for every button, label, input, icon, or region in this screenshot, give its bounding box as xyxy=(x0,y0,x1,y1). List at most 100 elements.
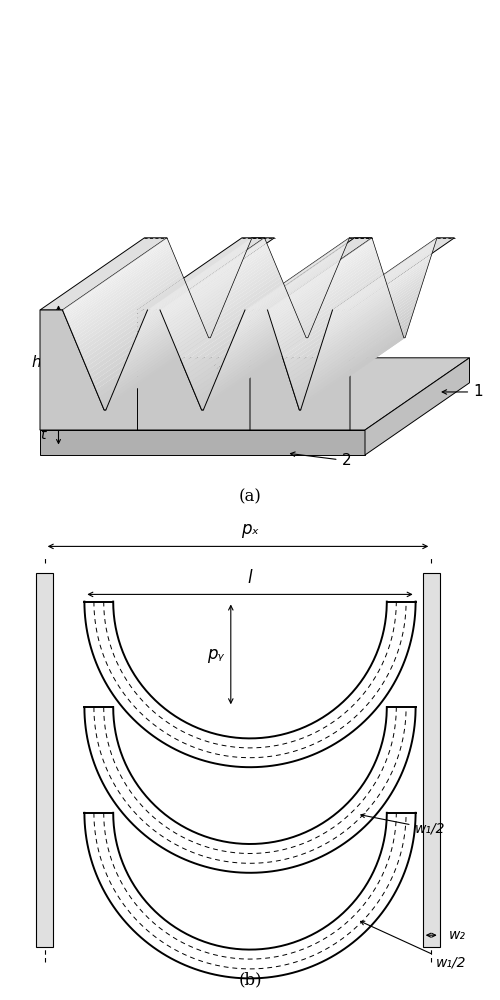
Polygon shape xyxy=(269,243,374,316)
Polygon shape xyxy=(114,314,220,390)
Polygon shape xyxy=(244,239,349,311)
Polygon shape xyxy=(274,258,379,332)
Polygon shape xyxy=(302,330,408,406)
Text: h: h xyxy=(32,355,41,370)
Polygon shape xyxy=(276,263,381,338)
Polygon shape xyxy=(276,266,382,341)
Polygon shape xyxy=(162,244,268,318)
Polygon shape xyxy=(106,334,212,410)
Polygon shape xyxy=(227,278,333,353)
Polygon shape xyxy=(244,239,349,312)
Polygon shape xyxy=(224,284,330,360)
Polygon shape xyxy=(128,281,234,356)
Polygon shape xyxy=(182,291,288,367)
Polygon shape xyxy=(244,240,348,313)
Polygon shape xyxy=(314,291,420,367)
Polygon shape xyxy=(245,238,350,310)
Polygon shape xyxy=(322,268,428,344)
Polygon shape xyxy=(278,271,384,347)
Polygon shape xyxy=(40,310,170,430)
Polygon shape xyxy=(64,241,168,314)
Polygon shape xyxy=(161,240,266,313)
Polygon shape xyxy=(243,242,348,315)
Polygon shape xyxy=(308,310,414,386)
Polygon shape xyxy=(296,326,402,402)
Polygon shape xyxy=(330,246,434,320)
Polygon shape xyxy=(108,330,214,406)
Polygon shape xyxy=(238,251,344,325)
Bar xyxy=(36,573,53,947)
Polygon shape xyxy=(329,247,434,321)
Polygon shape xyxy=(160,239,265,311)
Polygon shape xyxy=(148,238,274,310)
Text: w₂: w₂ xyxy=(449,928,466,942)
Polygon shape xyxy=(99,326,206,402)
Polygon shape xyxy=(245,238,350,310)
Polygon shape xyxy=(135,266,240,341)
Polygon shape xyxy=(281,281,387,356)
Polygon shape xyxy=(198,330,304,406)
Polygon shape xyxy=(272,253,378,328)
Polygon shape xyxy=(234,260,340,335)
Text: w₁/2: w₁/2 xyxy=(361,814,445,836)
Polygon shape xyxy=(138,310,268,430)
Polygon shape xyxy=(84,707,415,873)
Polygon shape xyxy=(126,288,231,363)
Polygon shape xyxy=(118,306,224,382)
Polygon shape xyxy=(138,238,264,310)
Polygon shape xyxy=(311,302,416,378)
Polygon shape xyxy=(228,274,334,350)
Polygon shape xyxy=(271,249,376,323)
Polygon shape xyxy=(332,238,437,310)
Polygon shape xyxy=(119,302,225,378)
Polygon shape xyxy=(250,238,372,310)
Polygon shape xyxy=(268,240,373,313)
Polygon shape xyxy=(268,239,372,312)
Polygon shape xyxy=(90,302,196,378)
Polygon shape xyxy=(332,239,436,312)
Polygon shape xyxy=(245,238,372,310)
Polygon shape xyxy=(104,338,210,410)
Polygon shape xyxy=(328,251,433,325)
Polygon shape xyxy=(178,281,284,356)
Polygon shape xyxy=(190,310,296,386)
Polygon shape xyxy=(220,295,326,371)
Polygon shape xyxy=(84,288,189,363)
Polygon shape xyxy=(62,238,167,310)
Polygon shape xyxy=(200,334,306,410)
Text: (b): (b) xyxy=(238,971,262,988)
Polygon shape xyxy=(196,326,303,402)
Polygon shape xyxy=(92,310,198,386)
Polygon shape xyxy=(250,310,350,430)
Polygon shape xyxy=(120,298,226,374)
Polygon shape xyxy=(319,278,424,353)
Polygon shape xyxy=(170,263,276,338)
Polygon shape xyxy=(231,268,337,344)
Polygon shape xyxy=(286,295,392,371)
Polygon shape xyxy=(168,258,274,332)
Text: t: t xyxy=(40,428,46,442)
Polygon shape xyxy=(186,298,292,374)
Polygon shape xyxy=(289,306,395,382)
Polygon shape xyxy=(84,291,190,367)
Polygon shape xyxy=(240,249,345,323)
Text: pᵧ: pᵧ xyxy=(207,645,224,663)
Polygon shape xyxy=(208,322,314,398)
Polygon shape xyxy=(277,268,382,344)
Polygon shape xyxy=(162,242,266,315)
Polygon shape xyxy=(130,278,236,353)
Polygon shape xyxy=(215,306,321,382)
Text: (a): (a) xyxy=(238,488,262,505)
Polygon shape xyxy=(192,314,298,390)
Polygon shape xyxy=(324,260,430,335)
Polygon shape xyxy=(94,314,200,390)
Polygon shape xyxy=(170,260,275,335)
Polygon shape xyxy=(216,302,322,378)
Polygon shape xyxy=(70,255,176,330)
Polygon shape xyxy=(147,239,252,311)
Polygon shape xyxy=(160,238,264,310)
Polygon shape xyxy=(40,238,167,310)
Polygon shape xyxy=(236,258,341,332)
Polygon shape xyxy=(142,249,248,323)
Polygon shape xyxy=(146,241,251,314)
